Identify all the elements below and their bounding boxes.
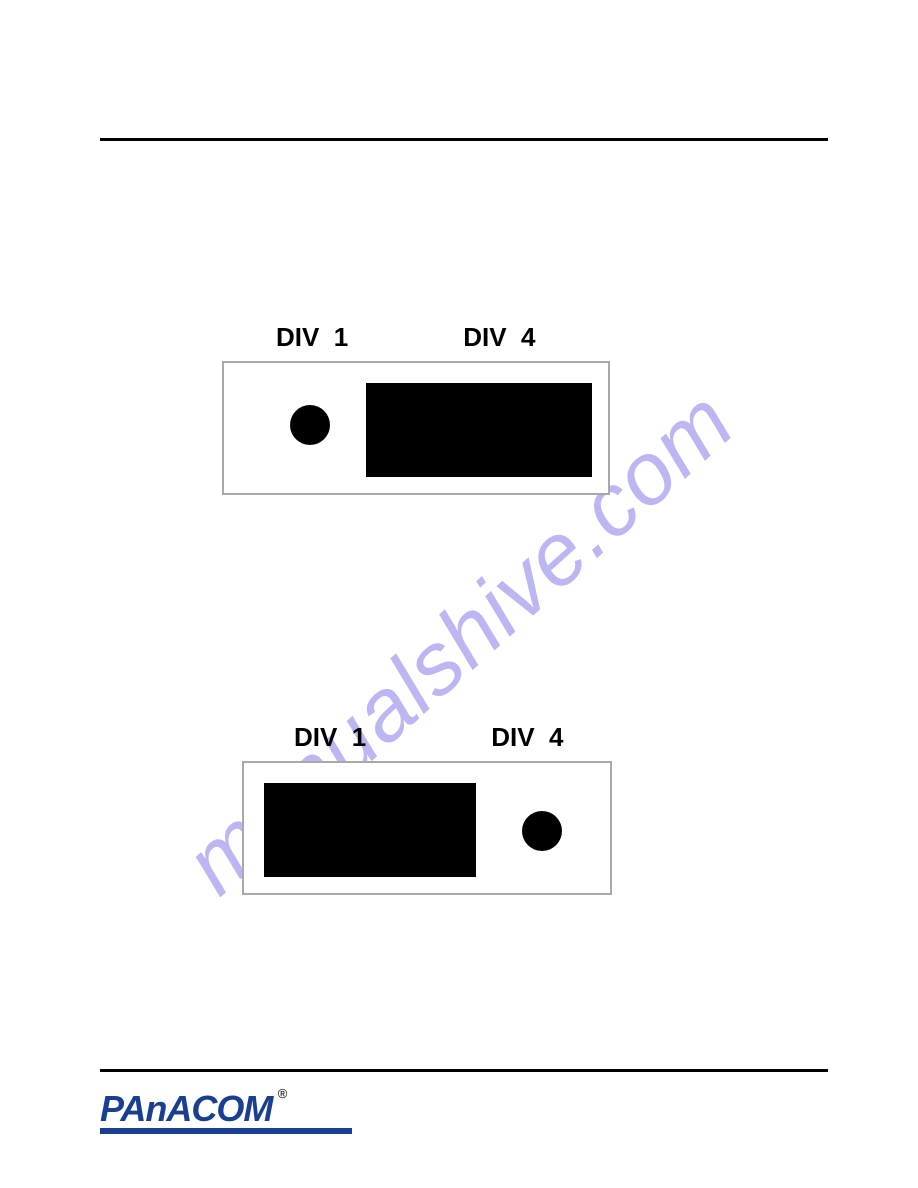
- brand-logo-text: PAnACOM®: [100, 1088, 272, 1130]
- registered-mark-icon: ®: [278, 1086, 287, 1101]
- diagram-1-labels: DIV 1 DIV 4: [222, 322, 622, 353]
- indicator-dot-icon: [290, 405, 330, 445]
- diagram-2-panel: [242, 761, 612, 895]
- indicator-dot-icon: [522, 811, 562, 851]
- diagram-1-panel: [222, 361, 610, 495]
- label-div1: DIV 1: [294, 722, 366, 753]
- diagram-div4-selected: DIV 1 DIV 4: [242, 722, 642, 895]
- label-div4: DIV 4: [463, 322, 535, 353]
- selection-block-icon: [264, 783, 476, 877]
- label-div4: DIV 4: [491, 722, 563, 753]
- label-div1: DIV 1: [276, 322, 348, 353]
- diagram-div1-selected: DIV 1 DIV 4: [222, 322, 622, 495]
- selection-block-icon: [366, 383, 592, 477]
- top-rule: [100, 138, 828, 141]
- brand-logo: PAnACOM®: [100, 1088, 352, 1134]
- bottom-rule: [100, 1069, 828, 1072]
- diagram-2-labels: DIV 1 DIV 4: [242, 722, 642, 753]
- document-page: manualshive.com DIV 1 DIV 4 DIV 1 DIV 4 …: [0, 0, 918, 1188]
